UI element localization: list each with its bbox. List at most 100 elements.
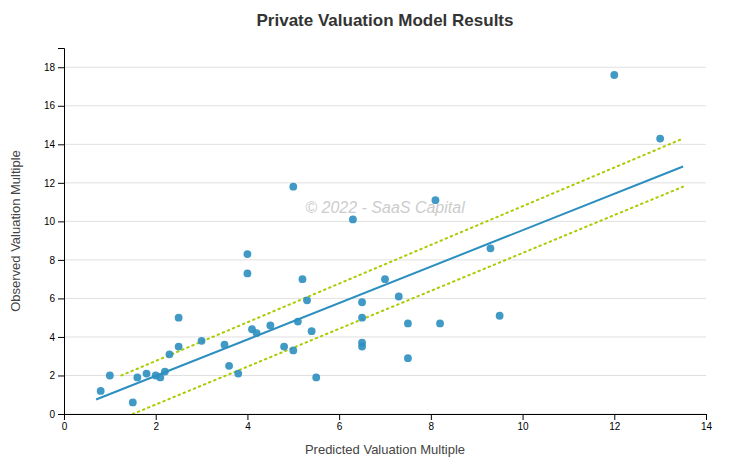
scatter-point xyxy=(358,314,366,322)
scatter-point xyxy=(253,329,261,337)
scatter-point xyxy=(381,275,389,283)
grid xyxy=(64,67,706,414)
x-tick-label: 0 xyxy=(62,421,68,432)
y-grid-line xyxy=(64,67,706,68)
x-tick: 2 xyxy=(153,414,159,432)
y-tick-mark xyxy=(58,144,64,145)
x-tick-label: 2 xyxy=(153,421,159,432)
y-tick: 12 xyxy=(44,178,64,189)
scatter-point xyxy=(349,216,357,224)
y-tick-label: 6 xyxy=(49,293,55,304)
x-axis-title: Predicted Valuation Multiple xyxy=(305,442,465,457)
y-grid-line xyxy=(64,182,706,183)
y-tick-label: 8 xyxy=(49,255,55,266)
y-tick-label: 18 xyxy=(44,62,56,73)
chart-container: 02468101214024681012141618© 2022 - SaaS … xyxy=(0,0,734,468)
x-tick: 8 xyxy=(429,414,435,432)
y-tick: 2 xyxy=(49,370,64,381)
y-tick-mark xyxy=(58,221,64,222)
regression-line xyxy=(96,166,683,399)
scatter-point xyxy=(143,370,151,378)
y-tick-mark xyxy=(58,67,64,68)
y-tick-label: 10 xyxy=(44,216,56,227)
y-tick: 18 xyxy=(44,62,64,73)
scatter-point xyxy=(166,350,174,358)
x-tick: 14 xyxy=(701,414,713,432)
x-tick-mark xyxy=(614,414,615,420)
scatter-point xyxy=(266,321,274,329)
y-tick: 10 xyxy=(44,216,64,227)
y-tick-mark xyxy=(58,260,64,261)
x-tick-label: 14 xyxy=(701,421,713,432)
scatter-point xyxy=(133,373,141,381)
scatter-point xyxy=(358,298,366,306)
scatter-point xyxy=(221,341,229,349)
x-tick-label: 8 xyxy=(429,421,435,432)
y-tick-mark xyxy=(58,414,64,415)
band-line xyxy=(133,187,683,414)
y-tick-label: 14 xyxy=(44,139,56,150)
band-line xyxy=(121,139,683,376)
x-tick: 4 xyxy=(245,414,251,432)
scatter-point xyxy=(234,370,242,378)
y-tick-label: 4 xyxy=(49,332,55,343)
chart-title: Private Valuation Model Results xyxy=(257,11,514,30)
y-grid-line xyxy=(64,105,706,106)
scatter-point xyxy=(289,347,297,355)
x-axis-line xyxy=(65,415,707,421)
plot-marks xyxy=(96,71,683,414)
scatter-point xyxy=(308,327,316,335)
scatter-point xyxy=(404,354,412,362)
x-tick: 10 xyxy=(518,414,530,432)
x-tick-mark xyxy=(339,414,340,420)
y-tick: 6 xyxy=(49,293,64,304)
scatter-point xyxy=(358,343,366,351)
y-grid-line xyxy=(64,298,706,299)
scatter-point xyxy=(294,318,302,326)
scatter-point xyxy=(436,320,444,328)
x-tick-label: 10 xyxy=(518,421,530,432)
y-tick-mark xyxy=(58,337,64,338)
y-tick: 4 xyxy=(49,332,64,343)
y-tick-mark xyxy=(58,106,64,107)
x-tick: 0 xyxy=(62,414,68,432)
scatter-point xyxy=(404,320,412,328)
y-grid-line xyxy=(64,259,706,260)
y-tick-label: 16 xyxy=(44,100,56,111)
scatter-point xyxy=(487,244,495,252)
y-axis-title: Observed Valuation Multiple xyxy=(8,150,23,312)
watermark: © 2022 - SaaS Capital xyxy=(305,199,465,216)
y-tick-mark xyxy=(58,375,64,376)
scatter-point xyxy=(97,387,105,395)
y-tick-label: 12 xyxy=(44,178,56,189)
y-tick-label: 0 xyxy=(49,409,55,420)
y-tick: 8 xyxy=(49,255,64,266)
scatter-point xyxy=(289,183,297,191)
y-tick: 14 xyxy=(44,139,64,150)
x-tick-mark xyxy=(247,414,248,420)
x-tick-mark xyxy=(523,414,524,420)
y-tick: 16 xyxy=(44,100,64,111)
scatter-point xyxy=(244,250,252,258)
scatter-point xyxy=(244,269,252,277)
scatter-point xyxy=(175,343,183,351)
scatter-point xyxy=(225,362,233,370)
y-grid-line xyxy=(64,221,706,222)
scatter-point xyxy=(496,312,504,320)
scatter-point xyxy=(280,343,288,351)
y-axis: 0 2 4 6 8 10 12 14 16 18 xyxy=(44,49,65,420)
scatter-point xyxy=(312,373,320,381)
x-tick-label: 4 xyxy=(245,421,251,432)
scatter-point xyxy=(395,293,403,301)
x-tick-label: 12 xyxy=(609,421,621,432)
scatter-point xyxy=(106,372,114,380)
y-grid-line xyxy=(64,144,706,145)
scatter-point xyxy=(610,71,618,79)
scatter-point xyxy=(303,296,311,304)
x-axis: 02468101214 xyxy=(62,414,713,432)
y-tick-label: 2 xyxy=(49,370,55,381)
scatter-point xyxy=(198,337,206,345)
scatter-point xyxy=(161,368,169,376)
x-tick-mark xyxy=(706,414,707,420)
y-grid-line xyxy=(64,336,706,337)
